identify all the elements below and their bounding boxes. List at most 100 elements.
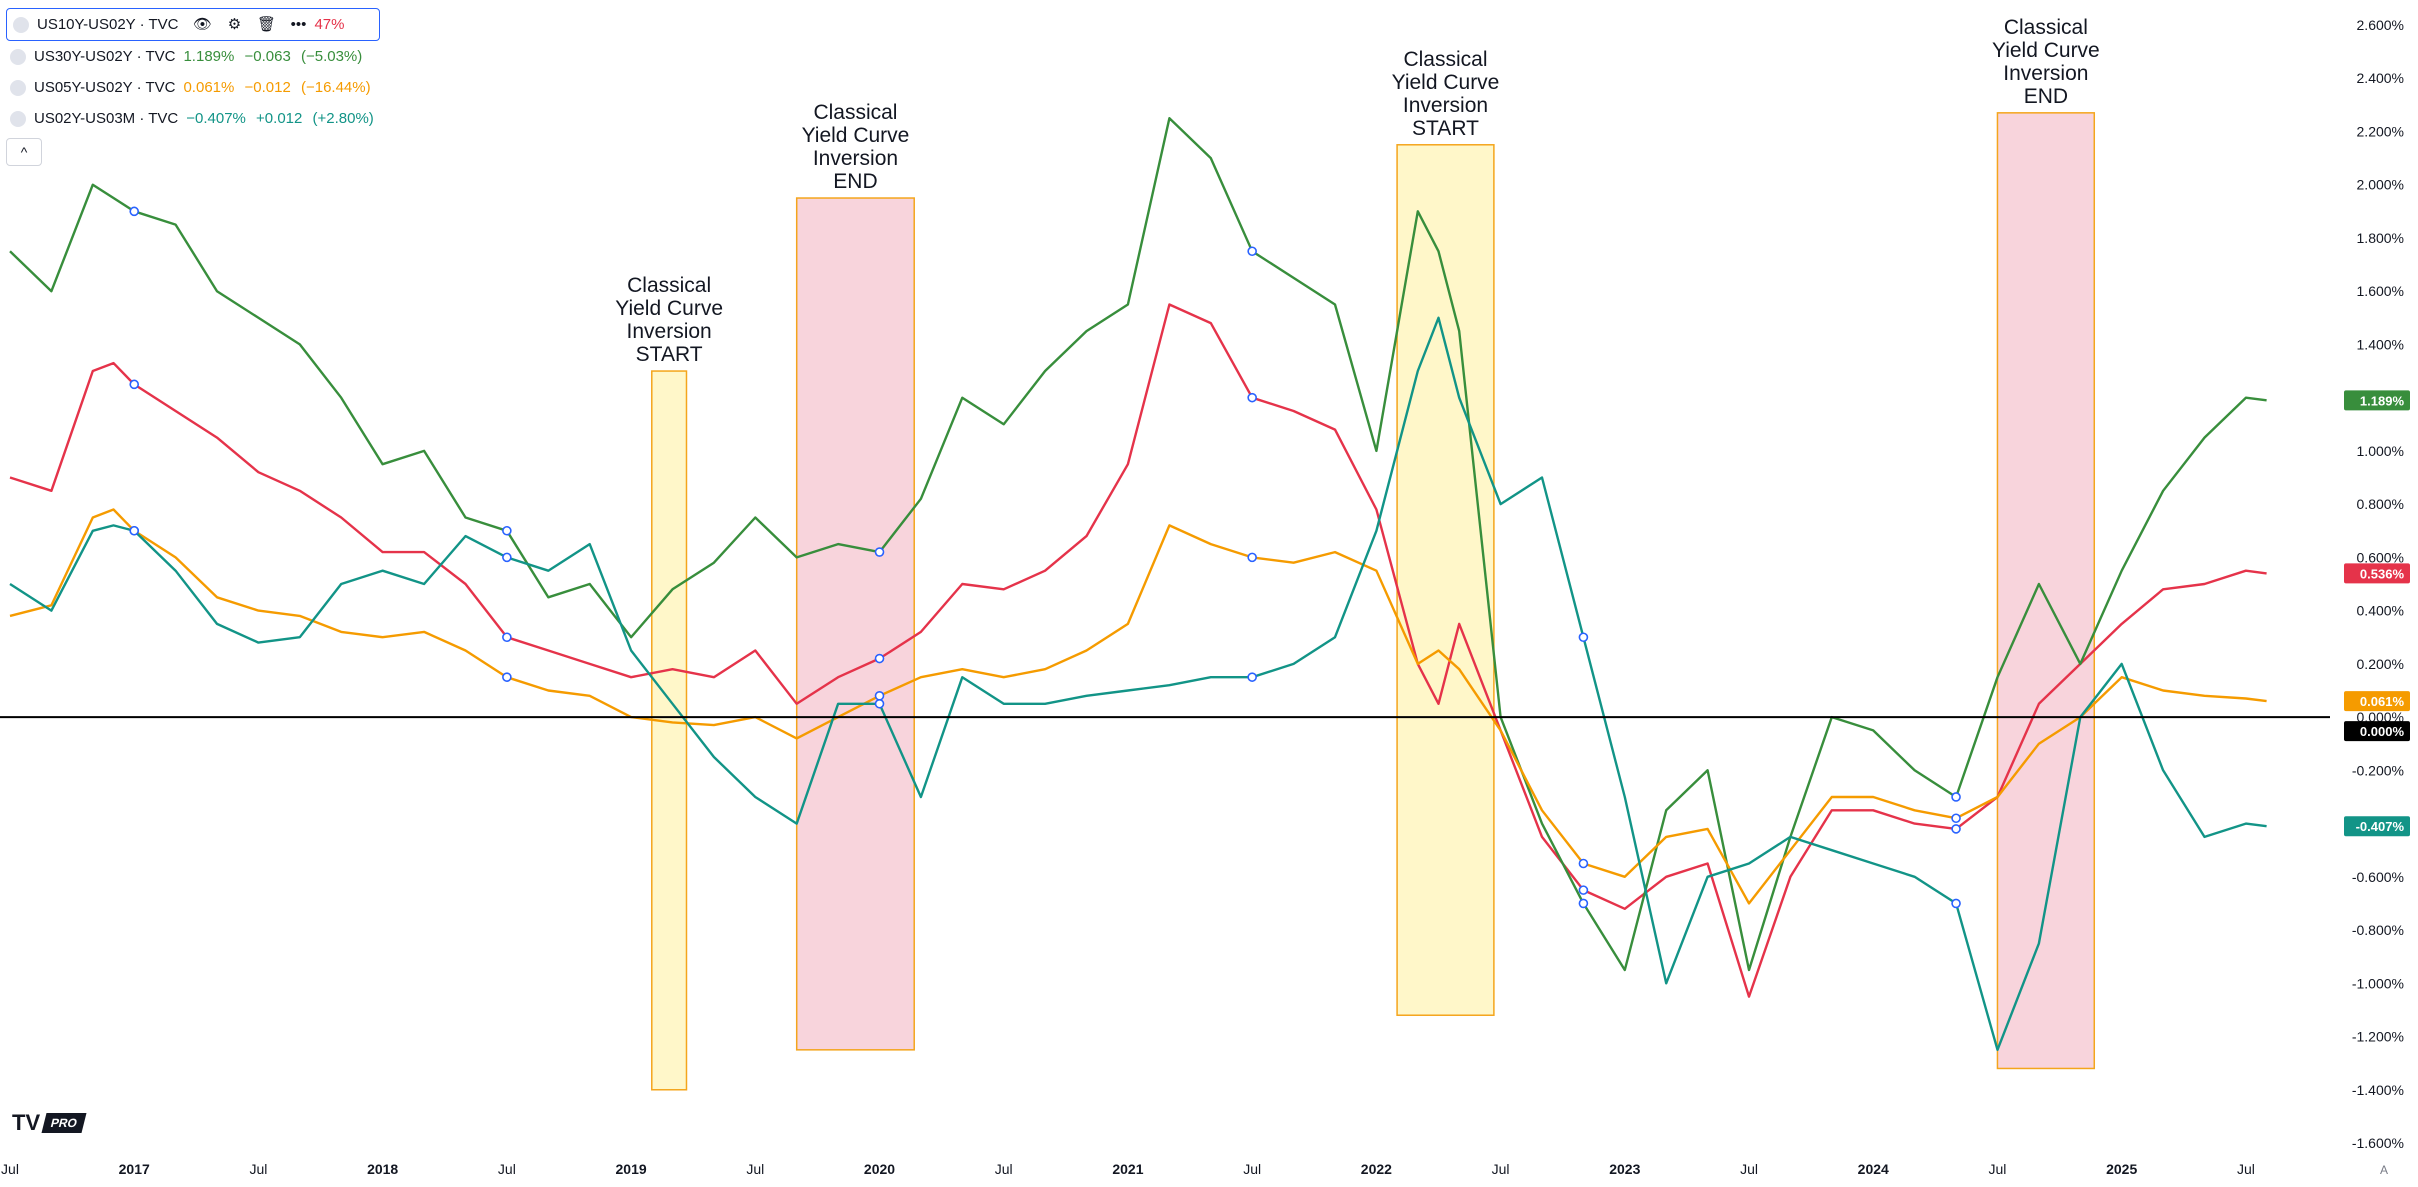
series-marker[interactable] [1951,898,1961,909]
legend-row-us10y[interactable]: US10Y-US02Y · TVC 👁 ⚙ 🗑 ••• 47% [6,8,380,41]
trash-icon[interactable]: 🗑 [256,15,276,33]
eye-icon[interactable]: 👁 [192,15,212,33]
series-marker[interactable] [502,525,512,536]
x-tick-label: Jul [995,1161,1013,1177]
series-marker[interactable] [1951,824,1961,834]
series-marker[interactable] [502,672,512,682]
legend-pct: (−16.44%) [300,79,371,96]
y-tick-label: 0.400% [2357,603,2404,619]
series-marker[interactable] [1247,392,1257,403]
x-tick-label: Jul [1243,1161,1261,1177]
series-marker[interactable] [874,690,885,701]
series-marker[interactable] [1247,552,1257,563]
chevron-up-icon: ^ [20,144,28,160]
series-marker[interactable] [129,206,140,217]
annotation-box-start[interactable] [651,370,688,1091]
series-marker[interactable] [1247,672,1257,682]
annotation-label-line: Classical [813,101,897,124]
annotation-label-line: Classical [627,274,711,297]
series-marker[interactable] [1578,885,1589,895]
legend-values: 47% [314,16,350,33]
y-tick-label: 1.800% [2357,230,2404,246]
x-tick-label: Jul [498,1161,516,1177]
x-tick-label: 2019 [616,1161,647,1177]
legend-symbol: US05Y-US02Y · TVC [34,79,176,96]
price-tag [2344,721,2410,742]
visibility-icon[interactable] [10,48,26,65]
price-tag [2344,691,2410,712]
logo-pro-badge: PRO [41,1113,87,1133]
price-tag-label: 0.061% [2360,694,2405,709]
series-marker[interactable] [129,379,140,390]
y-tick-label: 2.600% [2357,17,2404,33]
y-tick-label: 0.600% [2357,549,2404,565]
series-marker[interactable] [1578,858,1589,869]
annotation-box-end[interactable] [795,197,915,1051]
visibility-icon[interactable] [10,79,26,96]
collapse-legend-button[interactable]: ^ [6,138,42,166]
annotation-label-line: START [636,343,703,366]
y-tick-label: 2.400% [2357,70,2404,86]
annotation-label-line: Inversion [627,320,712,343]
series-marker[interactable] [502,632,512,643]
series-marker[interactable] [874,698,885,709]
series-line-2[interactable] [9,508,2267,905]
auto-scale-toggle[interactable]: A [2380,1163,2388,1177]
legend-last: −0.407% [186,110,246,127]
visibility-icon[interactable] [13,16,29,33]
y-tick-label: 0.800% [2357,496,2404,512]
y-tick-label: -1.400% [2352,1082,2404,1098]
legend-values: 1.189% −0.063 (−5.03%) [183,48,368,65]
series-marker[interactable] [1247,246,1257,257]
y-tick-label: 0.200% [2357,656,2404,672]
series-line-3[interactable] [9,316,2267,1052]
series-marker[interactable] [874,547,885,557]
legend-values: −0.407% +0.012 (+2.80%) [186,110,380,127]
price-tag [2344,390,2410,411]
x-tick-label: Jul [1492,1161,1510,1177]
y-tick-label: -1.200% [2352,1029,2404,1045]
x-tick-label: 2024 [1858,1161,1889,1177]
legend-change: −0.012 [244,79,291,96]
price-tag-label: 1.189% [2360,393,2405,408]
price-tag-label: 0.536% [2360,566,2405,581]
series-marker[interactable] [874,653,885,664]
y-tick-label: -0.200% [2352,762,2404,778]
annotation-label-line: Inversion [1403,94,1488,117]
more-icon[interactable]: ••• [290,15,307,33]
series-line-1[interactable] [9,116,2267,972]
x-tick-label: Jul [1,1161,19,1177]
visibility-icon[interactable] [10,110,26,127]
annotation-label-line: Classical [2004,16,2088,39]
logo-mark: TV [12,1110,41,1135]
y-tick-label: 2.200% [2357,123,2404,139]
series-marker[interactable] [1578,632,1589,643]
y-tick-label: 1.400% [2357,336,2404,352]
annotation-box-start[interactable] [1396,144,1495,1016]
legend: US10Y-US02Y · TVC 👁 ⚙ 🗑 ••• 47% US30Y-US… [6,8,380,166]
y-tick-label: -1.000% [2352,975,2404,991]
x-tick-label: 2025 [2106,1161,2137,1177]
series-marker[interactable] [1578,898,1589,909]
series-marker[interactable] [1951,813,1961,824]
series-marker[interactable] [129,525,140,536]
legend-pct: (+2.80%) [312,110,374,127]
series-marker[interactable] [1951,792,1961,802]
settings-icon[interactable]: ⚙ [227,15,242,33]
annotation-box-end[interactable] [1996,112,2096,1070]
legend-row-us02y[interactable]: US02Y-US03M · TVC −0.407% +0.012 (+2.80%… [6,103,380,134]
price-tag [2344,816,2410,837]
series-marker[interactable] [502,552,512,563]
legend-row-us05y[interactable]: US05Y-US02Y · TVC 0.061% −0.012 (−16.44%… [6,72,380,103]
series-line-0[interactable] [9,303,2267,998]
x-tick-label: 2023 [1609,1161,1640,1177]
annotation-label-line: END [2024,85,2068,108]
x-tick-label: Jul [249,1161,267,1177]
tradingview-logo[interactable]: TV PRO [12,1110,87,1136]
legend-row-us30y[interactable]: US30Y-US02Y · TVC 1.189% −0.063 (−5.03%) [6,41,380,72]
annotation-label-line: Yield Curve [1392,71,1500,94]
x-tick-label: 2020 [864,1161,895,1177]
x-tick-label: Jul [1740,1161,1758,1177]
legend-change: +0.012 [256,110,303,127]
